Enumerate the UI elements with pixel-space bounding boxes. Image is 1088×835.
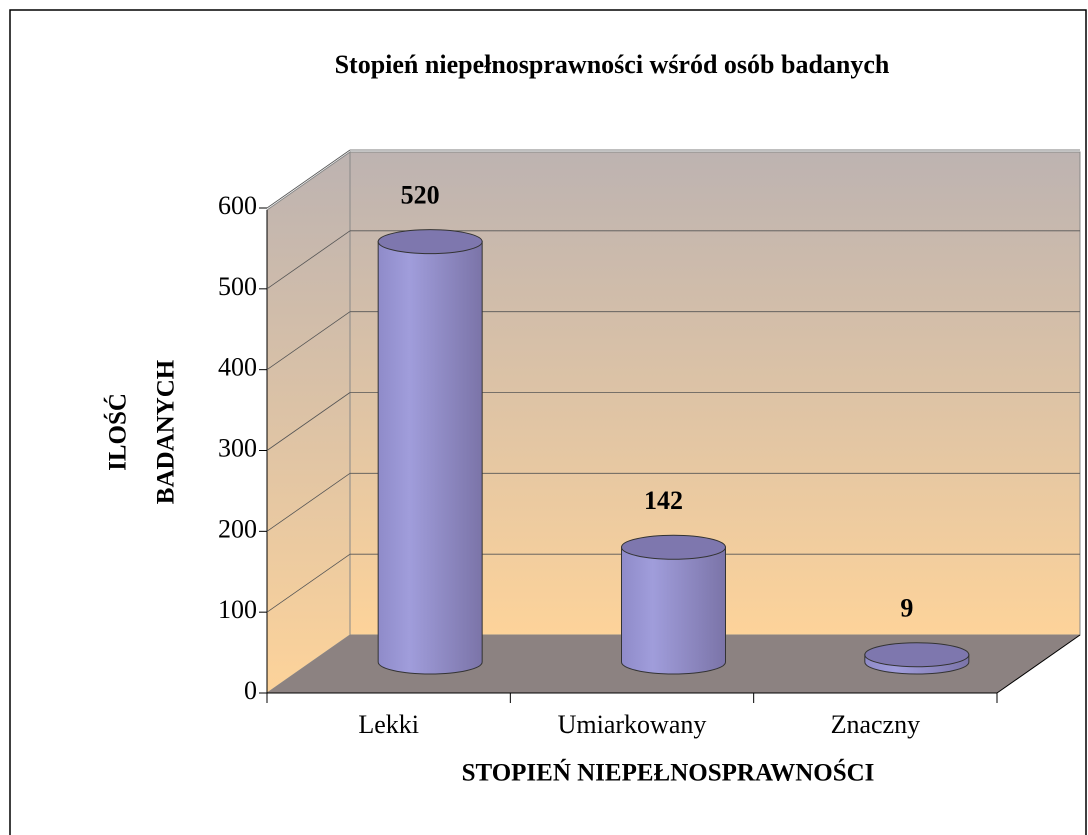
- chart-title: Stopień niepełnosprawności wśród osób ba…: [335, 50, 890, 79]
- x-tick-label: Umiarkowany: [558, 710, 707, 739]
- x-tick-label: Znaczny: [831, 710, 921, 739]
- floor-edge: [996, 634, 1081, 694]
- bar-top: [864, 642, 970, 668]
- bar-top: [377, 229, 483, 255]
- y-tick-label: 100: [218, 595, 257, 624]
- bar: [377, 241, 483, 675]
- y-axis-title: BADANYCH: [153, 359, 180, 504]
- y-tick-label: 300: [218, 433, 257, 462]
- grid-line: [266, 392, 351, 451]
- y-tick-label: 0: [244, 676, 257, 705]
- grid-line: [266, 311, 351, 370]
- x-tick-label: Lekki: [358, 710, 419, 739]
- y-axis-title: ILOŚĆ: [104, 393, 132, 471]
- side-wall: [266, 151, 351, 694]
- x-axis-title: STOPIEŃ NIEPEŁNOSPRAWNOŚCI: [462, 759, 875, 787]
- y-tick-label: 600: [218, 191, 257, 220]
- grid-line: [266, 230, 351, 290]
- frame: [9, 9, 1087, 835]
- value-label: 142: [644, 486, 683, 515]
- value-label: 520: [401, 181, 440, 210]
- y-tick-label: 200: [218, 514, 257, 543]
- bar-top: [621, 534, 726, 560]
- grid-line: [266, 473, 351, 532]
- grid-line: [266, 149, 351, 209]
- grid-line: [266, 553, 351, 613]
- value-label: 9: [900, 594, 913, 623]
- y-tick-label: 500: [218, 272, 257, 301]
- y-tick-label: 400: [218, 353, 257, 382]
- bar: [621, 546, 726, 675]
